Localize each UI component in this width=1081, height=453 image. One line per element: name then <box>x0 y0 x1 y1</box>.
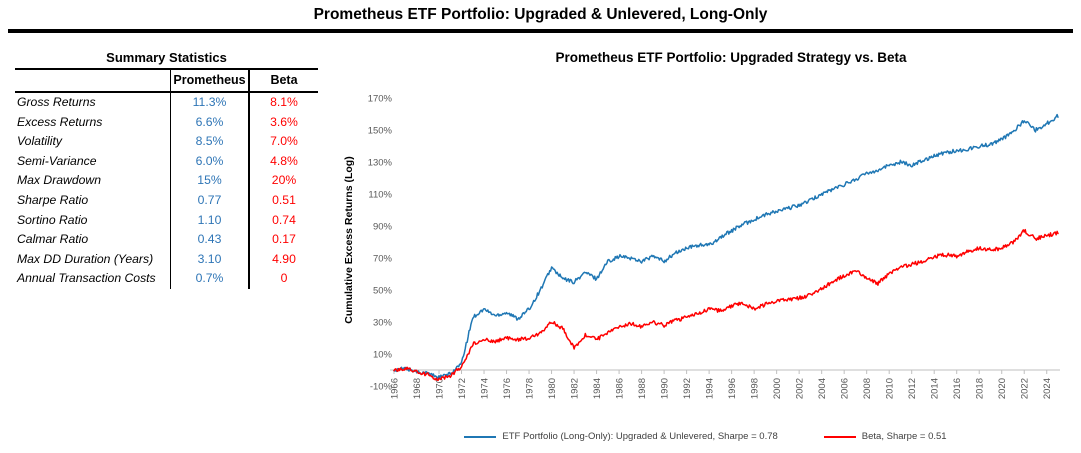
x-tick-label: 1988 <box>637 378 648 399</box>
table-grid: Prometheus Beta Gross Returns 11.3% 8.1% Exce… <box>15 70 318 289</box>
table-title: Summary Statistics <box>15 48 318 70</box>
x-tick-label: 1992 <box>682 378 693 399</box>
x-tick-label: 1970 <box>435 378 446 399</box>
chart-panel: Prometheus ETF Portfolio: Upgraded Strat… <box>330 40 1081 453</box>
table-row-label: Excess Returns <box>17 114 103 129</box>
table-row-label: Max DD Duration (Years) <box>17 251 154 266</box>
chart-title: Prometheus ETF Portfolio: Upgraded Strat… <box>555 50 907 65</box>
x-tick-label: 1986 <box>615 378 626 399</box>
line-chart: 170% 150% 130% 110% 90% 70% 50% 30% 10% -10%1966 1… <box>368 94 1060 399</box>
x-tick-label: 2010 <box>885 378 896 399</box>
beta-value: 4.90 <box>272 251 296 266</box>
y-tick-label: 10% <box>373 350 393 361</box>
y-tick-label: 150% <box>368 126 393 137</box>
x-tick-label: 1996 <box>727 378 738 399</box>
prometheus-value: 6.6% <box>170 112 250 133</box>
beta-value: 8.1% <box>270 95 298 109</box>
series-line-1 <box>393 228 1059 382</box>
x-tick-label: 2012 <box>907 378 918 399</box>
y-tick-label: 130% <box>368 158 393 169</box>
table-row-label: Sortino Ratio <box>17 212 88 227</box>
series-line-0 <box>393 113 1059 380</box>
x-tick-label: 2024 <box>1042 378 1053 399</box>
x-tick-label: 2022 <box>1020 378 1031 399</box>
x-tick-label: 2016 <box>952 378 963 399</box>
prometheus-value: 11.3% <box>170 93 250 113</box>
x-tick-label: 2006 <box>840 378 851 399</box>
x-tick-label: 1976 <box>502 378 513 399</box>
table-row-label: Calmar Ratio <box>17 232 89 247</box>
x-tick-label: 1980 <box>547 378 558 399</box>
legend-label: ETF Portfolio (Long-Only): Upgraded & Un… <box>502 431 778 442</box>
beta-value: 0.74 <box>272 212 296 227</box>
x-tick-label: 2020 <box>997 378 1008 399</box>
prometheus-value: 8.5% <box>170 132 250 152</box>
table-row-label: Max Drawdown <box>17 173 101 188</box>
y-tick-label: 90% <box>373 222 393 233</box>
beta-value: 0 <box>280 271 288 286</box>
beta-value: 20% <box>271 173 297 188</box>
x-tick-label: 2008 <box>862 378 873 399</box>
prometheus-value: 3.10 <box>170 249 250 270</box>
legend-label: Beta, Sharpe = 0.51 <box>861 431 947 442</box>
beta-value: 7.0% <box>270 134 298 149</box>
chart-legend: ETF Portfolio (Long-Only): Upgraded & Un… <box>330 431 1081 442</box>
x-tick-label: 1984 <box>592 378 603 399</box>
beta-value: 0.17 <box>272 232 296 247</box>
x-tick-label: 1972 <box>457 378 468 399</box>
prometheus-value: 0.43 <box>170 230 250 250</box>
x-tick-label: 2004 <box>817 378 828 399</box>
x-tick-label: 1994 <box>705 378 716 399</box>
beta-value: 0.51 <box>272 192 296 207</box>
prometheus-value: 0.77 <box>170 190 250 211</box>
prometheus-value: 6.0% <box>170 151 250 172</box>
table-row-label: Annual Transaction Costs <box>17 271 156 286</box>
title-underline <box>8 29 1073 33</box>
beta-value: 3.6% <box>270 114 298 129</box>
x-tick-label: 1966 <box>390 378 401 399</box>
x-tick-label: 2000 <box>772 378 783 399</box>
page-title: Prometheus ETF Portfolio: Upgraded & Unl… <box>313 6 768 23</box>
x-tick-label: 2002 <box>795 378 806 399</box>
y-tick-label: 50% <box>373 286 393 297</box>
x-tick-label: 1968 <box>412 378 423 399</box>
table-row-label: Gross Returns <box>17 95 96 109</box>
table-header-prometheus: Prometheus <box>170 70 250 93</box>
legend-line-sample <box>823 435 856 438</box>
table-row-label: Semi-Variance <box>17 153 97 168</box>
y-tick-label: 170% <box>368 94 393 105</box>
prometheus-value: 0.7% <box>170 269 250 289</box>
x-tick-label: 1982 <box>570 378 581 399</box>
x-tick-label: 1974 <box>480 378 491 399</box>
table-header-blank <box>15 70 170 93</box>
legend-line-sample <box>464 435 497 438</box>
x-tick-label: 1978 <box>525 378 536 399</box>
x-tick-label: 2018 <box>975 378 986 399</box>
x-tick-label: 1990 <box>660 378 671 399</box>
x-tick-label: 2014 <box>930 378 941 399</box>
y-tick-label: -10% <box>370 382 393 393</box>
table-row-label: Volatility <box>17 134 62 149</box>
table-row-label: Sharpe Ratio <box>17 192 89 207</box>
x-tick-label: 1998 <box>750 378 761 399</box>
y-tick-label: 110% <box>368 190 392 201</box>
legend-item: ETF Portfolio (Long-Only): Upgraded & Un… <box>464 431 778 442</box>
prometheus-value: 15% <box>170 171 250 191</box>
table-header-beta: Beta <box>250 70 318 93</box>
beta-value: 4.8% <box>270 153 298 168</box>
y-tick-label: 30% <box>373 318 393 329</box>
summary-statistics-table: Summary Statistics Prometheus Beta Gross R… <box>15 48 318 289</box>
prometheus-value: 1.10 <box>170 210 250 231</box>
legend-item: Beta, Sharpe = 0.51 <box>823 431 947 442</box>
y-tick-label: 70% <box>373 254 393 265</box>
